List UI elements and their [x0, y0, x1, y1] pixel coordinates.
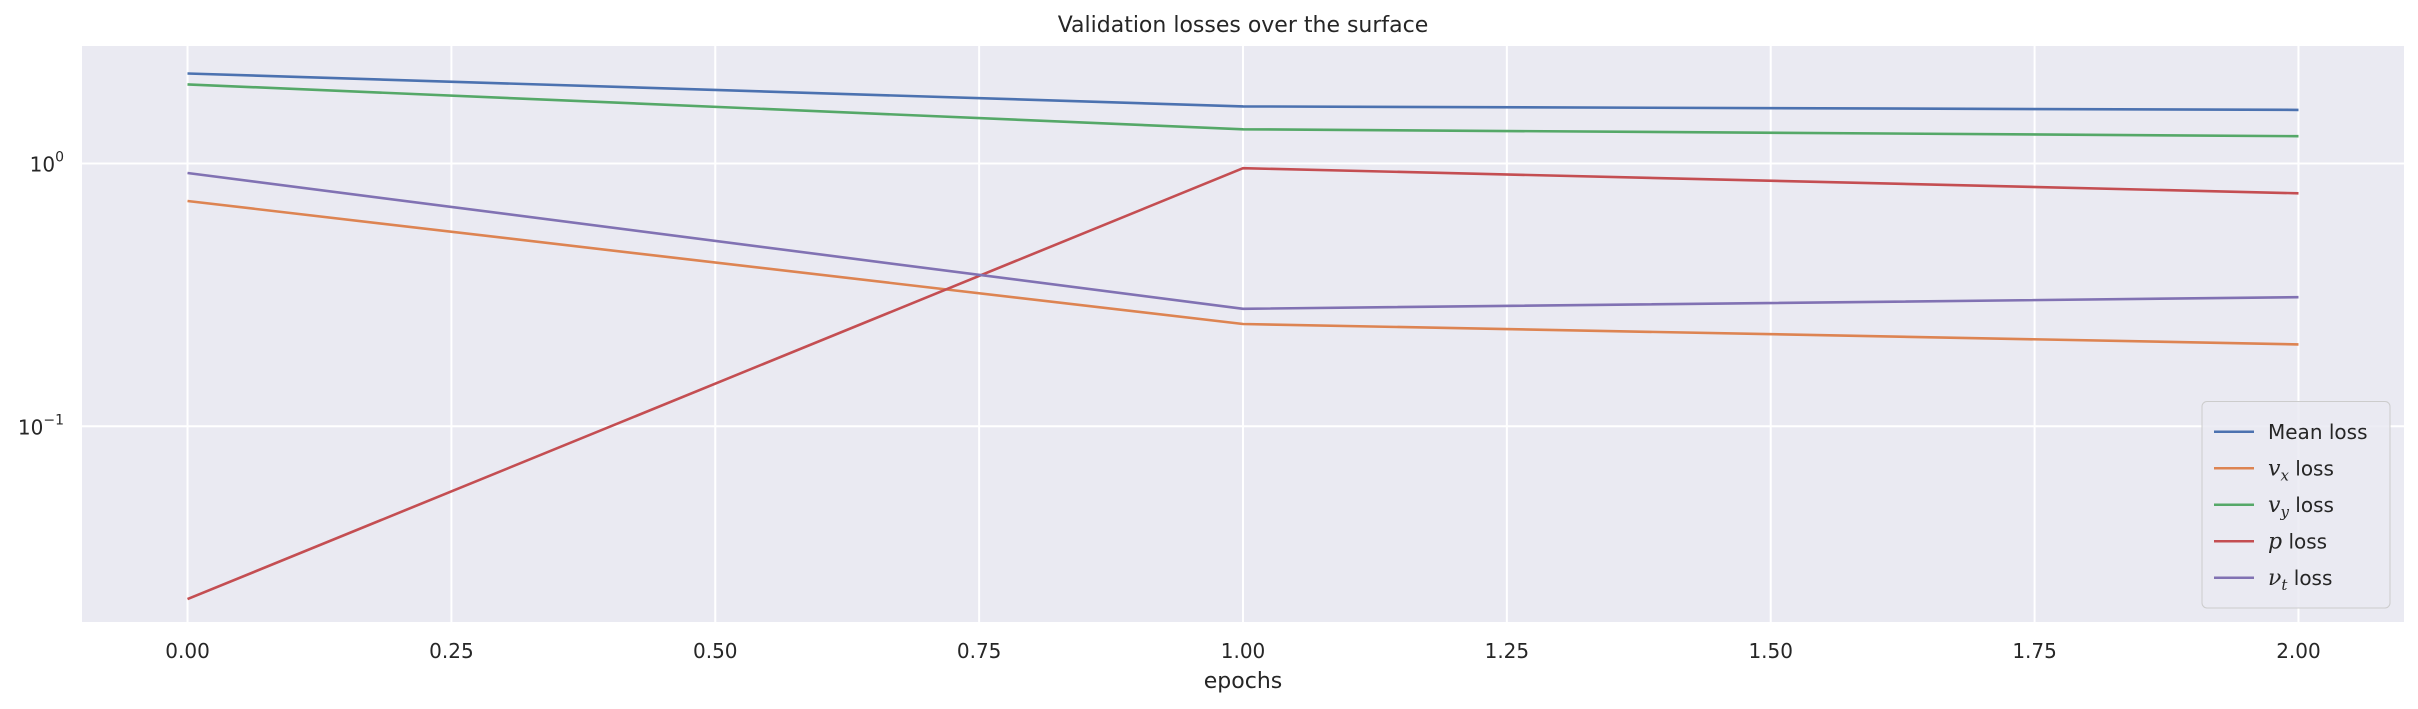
y-tick-label: 100: [30, 150, 64, 177]
series-line: [187, 83, 2299, 138]
series-line: [187, 72, 2299, 112]
chart-title: Validation losses over the surface: [1058, 13, 1429, 38]
x-axis-ticks: 0.00 0.25 0.50 0.75 1.00 1.25 1.50 1.75 2.00: [165, 639, 2320, 663]
legend-entry: vx loss: [2268, 456, 2334, 484]
x-tick-label: 2.00: [2276, 639, 2321, 663]
series-layer: [187, 72, 2299, 601]
legend-entry: p loss: [2268, 529, 2327, 554]
y-axis-ticks: 10−1 100: [18, 150, 64, 440]
x-tick-label: 1.25: [1485, 639, 1530, 663]
legend-entry: vy loss: [2268, 493, 2334, 521]
x-tick-label: 0.25: [429, 639, 474, 663]
y-tick-label: 10−1: [18, 412, 64, 439]
series-line: [187, 171, 2299, 311]
legend: Mean loss vx loss vy loss p loss νt loss: [2201, 401, 2391, 609]
legend-entry: Mean loss: [2268, 420, 2367, 444]
x-axis-label: epochs: [1204, 669, 1282, 694]
legend-entry: νt loss: [2268, 566, 2332, 594]
series-line: [187, 199, 2299, 346]
series-line: [187, 166, 2299, 601]
x-tick-label: 0.75: [957, 639, 1002, 663]
x-tick-label: 0.50: [693, 639, 738, 663]
x-tick-label: 1.50: [1748, 639, 1793, 663]
legend-box: [2201, 401, 2391, 609]
grid: [82, 46, 2404, 622]
x-tick-label: 1.75: [2012, 639, 2057, 663]
x-tick-label: 1.00: [1221, 639, 1266, 663]
x-tick-label: 0.00: [165, 639, 210, 663]
